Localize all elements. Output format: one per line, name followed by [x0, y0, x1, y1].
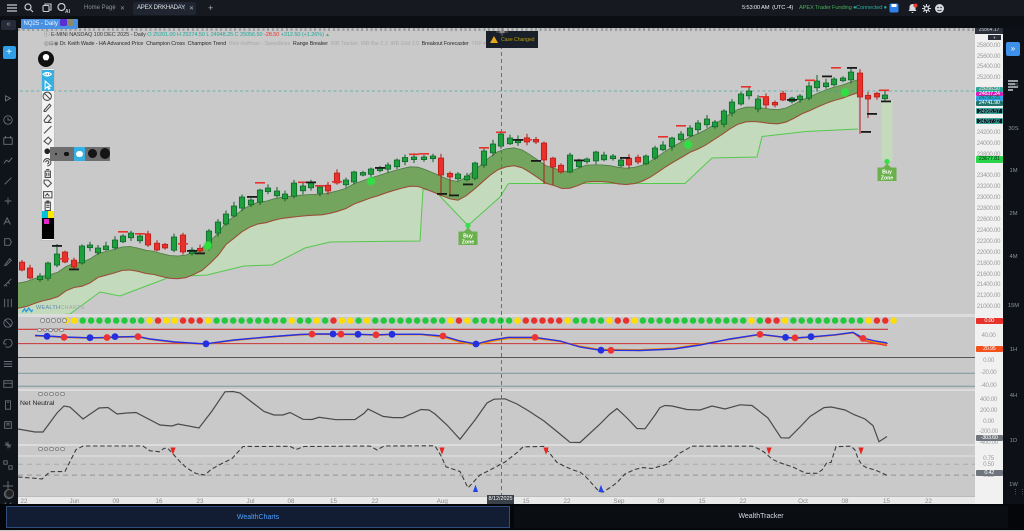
svg-text:Buy: Buy	[882, 170, 892, 176]
svg-text:Buy: Buy	[463, 234, 473, 240]
svg-text:AI: AI	[65, 9, 71, 14]
svg-text:Zone: Zone	[462, 240, 475, 246]
svg-text:Zone: Zone	[881, 176, 894, 182]
